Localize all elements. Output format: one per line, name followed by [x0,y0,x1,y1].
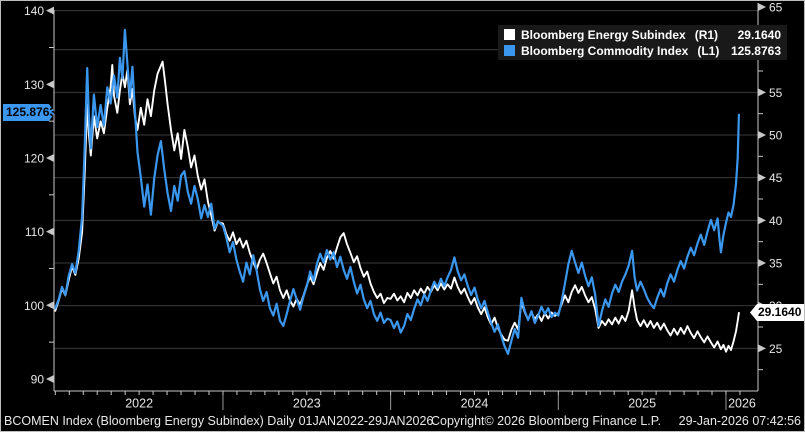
commodity-last-price-tag: 125.8763 [3,104,55,121]
right-axis-tick-label: 55 [769,86,783,100]
x-axis-year-label: 2024 [461,397,489,411]
copyright-text: Copyright© 2026 Bloomberg Finance L.P. [431,414,661,428]
left-axis-tick-label: 130 [24,78,44,92]
x-axis-year-label: 2023 [293,397,321,411]
x-axis-year-label: 2026 [728,397,756,411]
ticker-description: BCOMEN Index (Bloomberg Energy Subindex)… [4,414,434,428]
right-axis-tick-label: 65 [769,1,783,15]
left-axis-tick-label: 100 [24,299,44,313]
right-axis-tick-label: 50 [769,128,783,142]
legend-label: Bloomberg Commodity Index [521,43,689,58]
left-axis: 140 130 120 110 100 90 [24,4,54,386]
x-axis-year-label: 2025 [628,397,656,411]
legend-item-energy[interactable]: Bloomberg Energy Subindex (R1) 29.1640 [504,27,781,43]
legend-value: 125.8763 [730,43,781,58]
energy-last-price-tag: 29.1640 [750,304,804,321]
timestamp: 29-Jan-2026 07:42:56 [678,414,801,428]
left-axis-tick-label: 110 [25,225,44,239]
legend-item-commodity[interactable]: Bloomberg Commodity Index (L1) 125.8763 [504,43,781,59]
right-axis-tick-label: 45 [769,171,783,185]
plot-frame [53,3,759,392]
commodity-series-line [54,28,741,355]
x-axis: 2022 2023 2024 2025 2026 [54,391,756,411]
left-axis-tick-label: 90 [31,372,45,386]
right-axis-tick-label: 25 [769,342,783,356]
commodity-swatch-icon [504,45,515,56]
energy-series-line [54,60,740,353]
energy-swatch-icon [504,29,515,40]
chart-legend: Bloomberg Energy Subindex (R1) 29.1640 B… [498,25,787,60]
status-bar: BCOMEN Index (Bloomberg Energy Subindex)… [1,413,804,431]
legend-axis-tag: (L1) [697,43,720,58]
right-axis-tick-label: 35 [769,256,783,270]
legend-value: 29.1640 [737,27,781,42]
right-axis-tick-label: 40 [769,214,783,228]
legend-label: Bloomberg Energy Subindex [521,27,686,42]
x-axis-year-label: 2022 [125,397,153,411]
legend-axis-tag: (R1) [694,27,719,42]
left-axis-tick-label: 120 [24,151,44,165]
left-axis-tick-label: 140 [24,4,44,18]
